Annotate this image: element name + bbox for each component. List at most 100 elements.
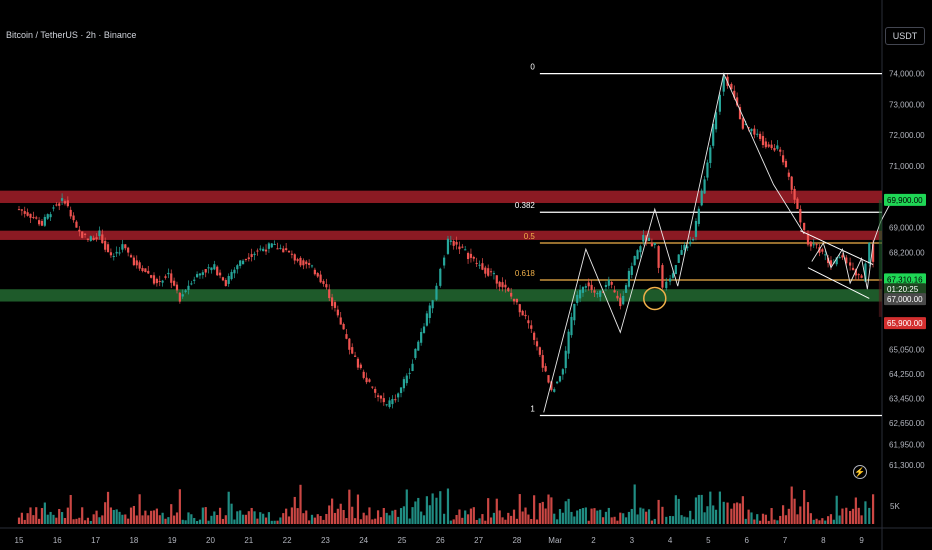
x-tick-label: 22 xyxy=(283,536,292,545)
volume-bar xyxy=(250,507,253,524)
candle-body xyxy=(544,366,547,372)
currency-button[interactable]: USDT xyxy=(885,27,925,45)
candle-body xyxy=(541,355,544,368)
candle-body xyxy=(793,188,796,200)
volume-bar xyxy=(718,491,721,524)
candle-body xyxy=(691,238,695,241)
candle-body xyxy=(331,297,334,306)
candle-body xyxy=(397,393,400,398)
candle-body xyxy=(127,247,130,253)
volume-bar xyxy=(316,514,319,524)
candle-body xyxy=(319,274,322,283)
candle-body xyxy=(556,381,559,384)
y-tick-label: 63,450.00 xyxy=(889,395,925,404)
volume-bar xyxy=(553,513,556,524)
volume-bar xyxy=(446,488,450,524)
volume-bar xyxy=(487,498,490,524)
volume-bar xyxy=(665,516,668,524)
volume-bar xyxy=(218,507,222,524)
candle-body xyxy=(310,265,314,267)
candle-body xyxy=(868,242,871,264)
candle-body xyxy=(550,381,553,391)
candle-body xyxy=(446,238,450,254)
volume-bar xyxy=(428,505,431,524)
volume-bar xyxy=(193,517,196,524)
resistance-zone xyxy=(0,190,882,203)
volume-bar xyxy=(689,510,692,524)
candle-body xyxy=(815,244,818,246)
candle-body xyxy=(689,241,692,245)
candle-body xyxy=(293,254,296,261)
volume-bar xyxy=(642,508,645,524)
candle-body xyxy=(98,230,101,237)
x-tick-label: 3 xyxy=(630,536,635,545)
volume-bar xyxy=(489,517,493,524)
volume-bar xyxy=(175,512,179,524)
volume-bar xyxy=(722,501,725,524)
candle-body xyxy=(527,320,530,324)
candle-body xyxy=(492,273,496,275)
volume-bar xyxy=(365,515,368,524)
candle-body xyxy=(365,377,368,383)
candle-body xyxy=(487,268,490,276)
volume-bar xyxy=(210,515,213,524)
candle-body xyxy=(267,243,271,249)
volume-bar xyxy=(241,514,245,524)
candle-body xyxy=(328,289,331,299)
candle-body xyxy=(190,283,193,285)
candle-body xyxy=(193,279,196,281)
candle-body xyxy=(86,238,90,241)
candle-body xyxy=(58,203,61,206)
candle-body xyxy=(55,204,58,206)
candle-body xyxy=(547,375,550,383)
candle-body xyxy=(244,258,248,260)
volume-bar xyxy=(610,517,613,524)
x-tick-label: 17 xyxy=(91,536,100,545)
candle-body xyxy=(767,144,770,147)
volume-bar xyxy=(481,514,484,524)
volume-bar xyxy=(299,484,302,524)
volume-bar xyxy=(700,494,703,524)
candle-body xyxy=(345,334,348,339)
volume-bar xyxy=(336,508,339,524)
volume-bar xyxy=(399,508,403,524)
x-tick-label: 26 xyxy=(436,536,445,545)
candle-body xyxy=(374,388,377,393)
candle-body xyxy=(101,234,104,244)
volume-bar xyxy=(864,501,867,524)
target-box xyxy=(878,199,882,280)
volume-bar xyxy=(35,507,38,524)
volume-bar xyxy=(703,512,706,524)
price-tag: 67,000.00 xyxy=(887,295,923,304)
price-tag: 69,900.00 xyxy=(887,196,923,205)
candle-body xyxy=(824,254,827,256)
candle-body xyxy=(46,214,49,219)
candle-body xyxy=(576,294,579,303)
volume-bar xyxy=(501,517,504,524)
volume-bar xyxy=(155,508,158,524)
candle-body xyxy=(256,250,259,252)
candle-body xyxy=(449,240,452,242)
volume-bar xyxy=(832,519,835,524)
candle-body xyxy=(379,395,383,399)
candle-body xyxy=(184,290,187,293)
volume-axis-label: 5K xyxy=(890,502,900,511)
candle-body xyxy=(596,293,599,295)
volume-bar xyxy=(770,508,773,524)
volume-bar xyxy=(622,513,625,524)
lightning-icon[interactable]: ⚡ xyxy=(853,465,867,479)
price-tag-bg xyxy=(884,193,926,206)
volume-bar xyxy=(590,508,593,524)
candle-body xyxy=(860,275,863,278)
candle-body xyxy=(75,221,78,228)
candle-body xyxy=(630,266,633,275)
volume-bar xyxy=(207,520,210,524)
x-tick-label: 25 xyxy=(398,536,407,545)
volume-bar xyxy=(112,509,115,524)
symbol-title: Bitcoin / TetherUS · 2h · Binance xyxy=(6,30,137,40)
volume-bar xyxy=(98,517,101,524)
candle-body xyxy=(253,253,256,256)
candle-body xyxy=(66,200,69,207)
candle-body xyxy=(703,179,706,194)
